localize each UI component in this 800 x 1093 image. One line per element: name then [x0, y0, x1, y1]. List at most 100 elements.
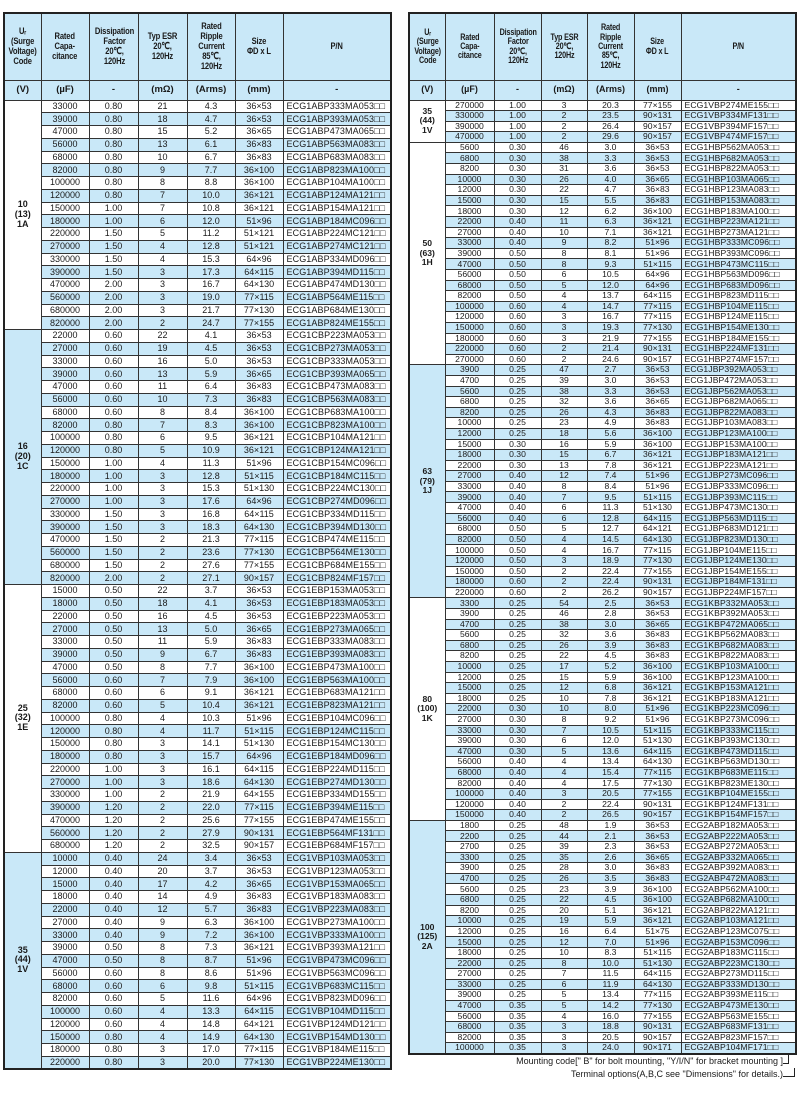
esr-cell: 2: [540, 586, 588, 599]
size-cell: 36×65: [234, 367, 284, 381]
size-cell: 64×130: [234, 775, 284, 789]
table-row: 560000 1.50 2 23.6 77×130 ECG1CBP564ME130□□: [4, 545, 392, 560]
ripple-current-cell: 5.0: [186, 354, 236, 369]
table-row: 330000 1.00 2 21.9 64×155 ECG1EBP334MD155□□: [4, 788, 392, 802]
ripple-current-cell: 21.4: [586, 343, 635, 355]
table-row: 56000 0.50 6 10.5 64×96 ECG1HBP563MD096□□: [409, 269, 797, 281]
dissipation-factor-cell: 0.60: [88, 686, 139, 700]
dissipation-factor-cell: 0.25: [493, 830, 542, 843]
table-row: 18000 0.30 12 6.2 36×100 ECG1HBP183MA100□□: [409, 205, 797, 218]
esr-cell: 32: [540, 629, 588, 641]
table-row: 8200 0.25 22 4.5 36×83 ECG1KBP822MA083□□: [409, 650, 797, 662]
size-cell: 77×115: [633, 311, 682, 323]
size-cell: 64×115: [234, 265, 284, 279]
capacitance-cell: 150000: [40, 737, 90, 751]
unit-part-number: -: [282, 79, 392, 101]
part-number-cell: ECG1VBP823MD096□□: [282, 992, 392, 1006]
size-cell: 36×121: [234, 201, 284, 216]
size-cell: 36×53: [234, 329, 284, 343]
dissipation-factor-cell: 0.60: [88, 354, 139, 369]
size-cell: 77×155: [633, 332, 682, 345]
esr-cell: 35: [540, 851, 588, 864]
table-row: 25 (32) 1E 15000 0.50 22 3.7 36×53 ECG1EBP153M…: [3, 584, 392, 853]
part-number-cell: ECG1CBP223MA053□□: [282, 329, 392, 343]
capacitance-cell: 39000: [444, 491, 495, 504]
table-row: 50 (63) 1H 5600 0.30 46 3.0 36×53 ECG1HBP562MA…: [408, 141, 797, 366]
ripple-current-cell: 6.8: [586, 682, 635, 694]
capacitance-cell: 150000: [40, 1030, 90, 1044]
part-number-cell: ECG1VBP184ME115□□: [282, 1043, 392, 1057]
header-label: P/N: [732, 41, 745, 52]
dissipation-factor-cell: 0.35: [493, 999, 542, 1012]
dissipation-factor-cell: 0.25: [493, 841, 542, 853]
ripple-current-cell: 8.0: [586, 703, 635, 715]
size-cell: 51×96: [234, 711, 284, 726]
dissipation-factor-cell: 0.25: [493, 872, 542, 885]
ripple-current-cell: 21.3: [186, 533, 236, 547]
dissipation-factor-cell: 0.60: [493, 353, 542, 366]
size-cell: 64×115: [234, 762, 284, 777]
capacitance-cell: 56000: [40, 392, 90, 407]
part-number-cell: ECG1EBP473MA100□□: [282, 660, 392, 675]
table-row: 56000 0.40 6 12.8 64×115 ECG1JBP563MD115□□: [409, 512, 797, 525]
dissipation-factor-cell: 1.00: [88, 214, 139, 228]
size-cell: 36×65: [234, 125, 284, 139]
header-label: Rated Ripple Current 85℃, 120Hz: [598, 22, 623, 70]
size-cell: 51×96: [633, 247, 682, 260]
dissipation-factor-cell: 1.50: [88, 252, 139, 267]
voltage-group-cell: 35 (44) 1V: [408, 99, 446, 143]
capacitance-cell: 18000: [444, 205, 495, 218]
part-number-cell: ECG1HBP183MA100□□: [680, 205, 797, 218]
esr-cell: 22: [137, 329, 188, 343]
table-row: 82000 0.50 4 14.5 64×130 ECG1JBP823MD130□□: [409, 533, 797, 546]
capacitance-cell: 10000: [444, 173, 495, 186]
capacitance-cell: 39000: [40, 647, 90, 662]
capacitance-cell: 33000: [444, 724, 495, 737]
size-cell: 36×121: [234, 698, 284, 713]
header-ripple-current: Rated Ripple Current 85℃, 120Hz: [186, 12, 236, 81]
size-cell: 51×121: [234, 239, 284, 254]
size-cell: 64×96: [234, 749, 284, 764]
esr-cell: 3: [540, 332, 588, 345]
esr-cell: 5: [540, 745, 588, 758]
size-cell: 51×96: [633, 480, 682, 493]
part-number-cell: ECG1EBP223MA053□□: [282, 609, 392, 624]
size-cell: 77×130: [234, 545, 284, 560]
part-number-cell: ECG1VBP394MF157□□: [680, 120, 797, 133]
size-cell: 51×115: [234, 469, 284, 483]
voltage-group-cell: 10 (13) 1A: [3, 99, 42, 330]
ripple-current-cell: 3.7: [186, 864, 236, 879]
part-number-cell: ECG1HBP224MF131□□: [680, 343, 797, 355]
part-number-cell: ECG1KBP392MA053□□: [680, 608, 797, 620]
part-number-cell: ECG1HBP822MA053□□: [680, 163, 797, 175]
esr-cell: 4: [540, 766, 588, 779]
size-cell: 77×155: [633, 565, 682, 578]
size-cell: 36×65: [633, 396, 682, 408]
esr-cell: 39: [540, 374, 588, 387]
esr-cell: 7: [540, 968, 588, 980]
capacitance-cell: 68000: [444, 523, 495, 535]
dissipation-factor-cell: 1.20: [88, 800, 139, 815]
capacitance-cell: 18000: [40, 596, 90, 611]
table-row: 100000 0.60 4 13.3 64×115 ECG1VBP104MD115□□: [4, 1004, 392, 1019]
ripple-current-cell: 11.3: [586, 502, 635, 514]
dissipation-factor-cell: 1.00: [88, 494, 139, 509]
capacitance-cell: 33000: [40, 354, 90, 369]
table-row: 82000 0.60 5 11.6 64×96 ECG1VBP823MD096□□: [4, 992, 392, 1006]
ripple-current-cell: 17.6: [186, 494, 236, 509]
size-cell: 77×155: [633, 1010, 682, 1023]
esr-cell: 10: [540, 947, 588, 959]
spec-table-right: Uᵣ (Surge Voltage) Code Rated Capa- citan…: [408, 12, 797, 1055]
table-row: 2200 0.25 44 2.1 36×53 ECG2ABP222MA053□□: [409, 830, 797, 843]
size-cell: 64×121: [633, 523, 682, 535]
size-cell: 51×130: [234, 482, 284, 496]
dissipation-factor-cell: 0.35: [493, 1010, 542, 1023]
table-row: 6800 0.30 38 3.3 36×53 ECG1HBP682MA053□□: [409, 152, 797, 165]
ripple-current-cell: 14.7: [586, 300, 635, 313]
part-number-cell: ECG1EBP333MA083□□: [282, 635, 392, 649]
dissipation-factor-cell: 0.25: [493, 364, 542, 376]
part-number-cell: ECG1KBP683ME115□□: [680, 766, 797, 779]
capacitance-cell: 180000: [40, 214, 90, 228]
dissipation-factor-cell: 1.20: [88, 839, 139, 853]
ripple-current-cell: 8.1: [586, 247, 635, 260]
